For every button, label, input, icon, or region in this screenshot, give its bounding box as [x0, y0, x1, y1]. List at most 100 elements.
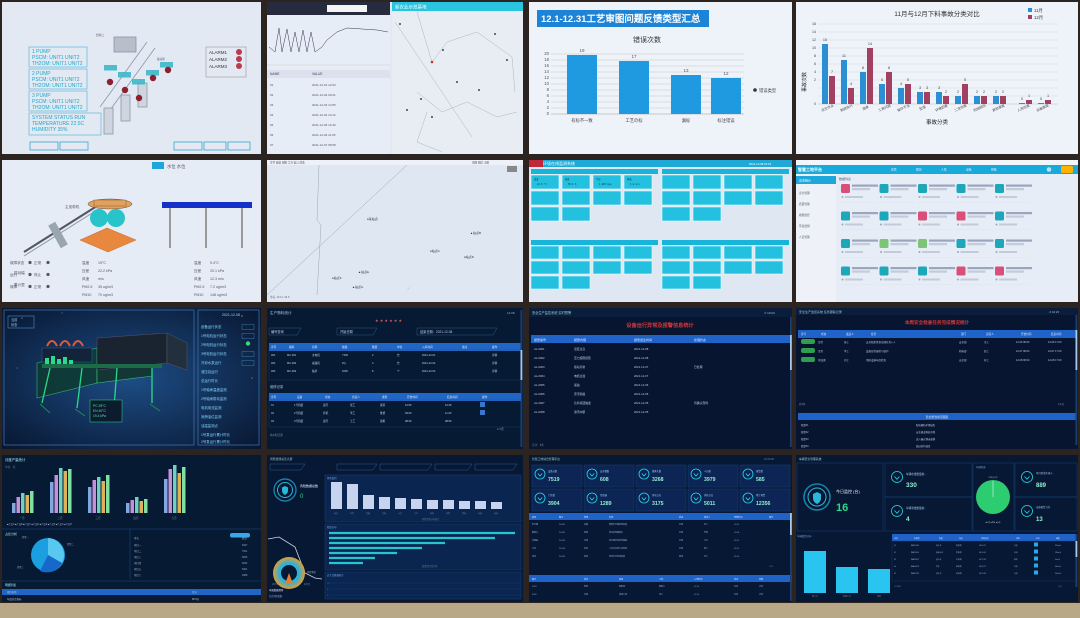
svg-text:部门: 部门 — [961, 332, 967, 336]
svg-text:车辆类型分布: 车辆类型分布 — [797, 534, 812, 538]
svg-text:错误类型: 错误类型 — [759, 87, 777, 94]
svg-text:运行: 运行 — [323, 419, 329, 423]
svg-text:12-08 08:00: 12-08 08:00 — [1016, 359, 1030, 362]
svg-text:报警发生时间: 报警发生时间 — [634, 337, 652, 342]
svg-text:SC004: SC004 — [559, 548, 566, 550]
svg-text:148 ug/m3: 148 ug/m3 — [210, 293, 227, 297]
svg-text:●站点D: ●站点D — [464, 254, 475, 259]
svg-text:名称: 名称 — [312, 345, 318, 349]
svg-text:电机电流监测: 电机电流监测 — [201, 405, 222, 410]
svg-text:●某站点: ●某站点 — [367, 216, 378, 221]
svg-text:项目五: 项目五 — [134, 567, 142, 571]
svg-text:隐患03: 隐患03 — [801, 437, 809, 441]
svg-text:操作: 操作 — [492, 345, 498, 349]
svg-text:05: 05 — [270, 123, 274, 127]
svg-text:EN 40°C: EN 40°C — [93, 409, 106, 413]
svg-text:停止: 停止 — [34, 272, 42, 277]
svg-text:2021-12-08: 2021-12-08 — [634, 356, 649, 360]
svg-text:风险监测总览大屏: 风险监测总览大屏 — [270, 457, 293, 461]
svg-text:2021-12-02 09:21: 2021-12-02 09:21 — [312, 93, 336, 97]
svg-text:首页: 首页 — [891, 168, 897, 172]
svg-text:8: 8 — [547, 87, 550, 92]
svg-text:振动异常: 振动异常 — [574, 365, 585, 369]
svg-text:生产物料统计: 生产物料统计 — [270, 310, 292, 315]
svg-text:▲站点G: ▲站点G — [352, 284, 364, 289]
svg-text:处理状态: 处理状态 — [694, 337, 706, 342]
svg-text:视频: 视频 — [991, 168, 997, 172]
svg-text:风速: 风速 — [194, 276, 202, 281]
svg-text:MC-002: MC-002 — [287, 361, 297, 365]
svg-text:14: 14 — [812, 30, 816, 34]
svg-text:开始时间: 开始时间 — [407, 395, 418, 399]
svg-text:气压: 气压 — [596, 177, 601, 181]
svg-text:状态: 状态 — [11, 322, 18, 327]
svg-text:PM10: PM10 — [194, 293, 203, 297]
svg-text:错误次数: 错误次数 — [633, 35, 661, 44]
svg-text:运行: 运行 — [323, 403, 329, 407]
svg-text:坐标: 113.2, 34.5: 坐标: 113.2, 34.5 — [270, 295, 290, 299]
svg-text:安全管理: 安全管理 — [799, 191, 810, 195]
svg-text:608: 608 — [600, 477, 609, 483]
svg-text:温度过高: 温度过高 — [574, 347, 585, 351]
svg-text:轴承: 轴承 — [312, 369, 318, 373]
svg-text:AL-0001: AL-0001 — [534, 347, 545, 351]
svg-text:8: 8 — [862, 66, 864, 70]
svg-text:889: 889 — [1036, 483, 1047, 489]
svg-text:李工: 李工 — [350, 411, 356, 415]
svg-text:07:50: 07:50 — [694, 594, 700, 596]
svg-text:01: 01 — [894, 545, 896, 547]
svg-text:风险类别: 风险类别 — [327, 476, 337, 480]
svg-text:巡检: 巡检 — [380, 419, 386, 423]
svg-text:1: 1 — [1028, 94, 1030, 98]
svg-text:2021-12-08: 2021-12-08 — [222, 313, 240, 317]
svg-text:12.3 m/s: 12.3 m/s — [210, 277, 224, 281]
svg-text:ALARM1: ALARM1 — [209, 50, 228, 55]
svg-text:SC002: SC002 — [559, 532, 566, 534]
svg-text:0km/h: 0km/h — [1055, 559, 1060, 561]
svg-text:SC003: SC003 — [559, 540, 566, 542]
svg-text:0: 0 — [1040, 97, 1042, 101]
svg-text:13: 13 — [1036, 517, 1043, 523]
svg-text:32km/h: 32km/h — [1055, 545, 1061, 547]
svg-text:三月: 三月 — [95, 516, 101, 520]
svg-text:5: 5 — [907, 78, 909, 82]
svg-text:1/1页: 1/1页 — [1058, 402, 1064, 406]
svg-text:10: 10 — [544, 81, 549, 86]
svg-text:2: 2 — [957, 90, 959, 94]
svg-text:4: 4 — [906, 516, 910, 523]
svg-text:VALUE: VALUE — [312, 72, 323, 76]
svg-text:8: 8 — [814, 54, 816, 58]
svg-text:08:10:02: 08:10:02 — [979, 552, 986, 554]
svg-text:10:08: 10:08 — [734, 532, 740, 534]
svg-text:1号机组: 1号机组 — [294, 403, 304, 407]
svg-text:湿度: 湿度 — [565, 177, 570, 181]
svg-text:文件 编辑 视图 工具 窗口 帮助: 文件 编辑 视图 工具 窗口 帮助 — [270, 161, 305, 165]
svg-text:项目四: 项目四 — [134, 561, 142, 565]
svg-text:09:00: 09:00 — [405, 411, 412, 415]
svg-text:13: 13 — [683, 68, 689, 73]
svg-text:设备运行状态: 设备运行状态 — [201, 324, 222, 329]
svg-text:24.5 °C: 24.5 °C — [537, 183, 547, 186]
svg-text:润滑油位监测: 润滑油位监测 — [201, 414, 222, 419]
svg-text:⏱ 10:23: ⏱ 10:23 — [764, 311, 775, 315]
svg-text:02: 02 — [894, 552, 896, 554]
svg-text:开始日期: 开始日期 — [340, 329, 353, 334]
svg-text:SC005: SC005 — [559, 556, 566, 558]
svg-text:规格: 规格 — [342, 345, 348, 349]
svg-text:状态: 状态 — [821, 332, 827, 336]
svg-text:TH2OM: UNIT1 UNIT2: TH2OM: UNIT1 UNIT2 — [32, 105, 83, 111]
svg-text:质量管理: 质量管理 — [799, 202, 810, 206]
svg-text:2021-12-04 10:12: 2021-12-04 10:12 — [312, 113, 336, 117]
svg-text:▲站点B: ▲站点B — [470, 230, 481, 235]
svg-text:3979: 3979 — [704, 477, 716, 483]
svg-text:2021-12-07 08:58: 2021-12-07 08:58 — [312, 143, 336, 147]
svg-text:故障: 故障 — [10, 284, 18, 289]
svg-text:序号: 序号 — [271, 345, 277, 349]
svg-text:2号轴承振动监测: 2号轴承振动监测 — [201, 396, 227, 401]
svg-text:1: 1 — [1047, 94, 1049, 98]
svg-text:●站点F: ●站点F — [332, 275, 342, 280]
svg-text:项目二: 项目二 — [134, 549, 142, 553]
svg-text:孙工: 孙工 — [984, 358, 990, 362]
svg-text:温度: 温度 — [534, 177, 539, 181]
svg-text:PC 25°C: PC 25°C — [93, 404, 106, 408]
